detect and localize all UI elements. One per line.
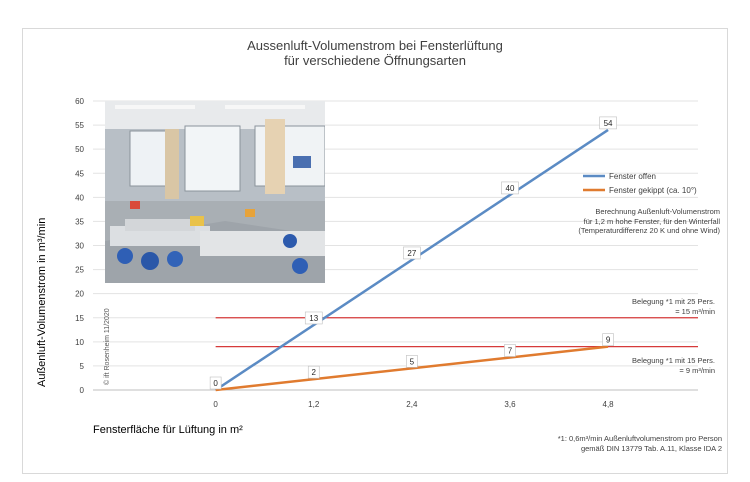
chart-border [22,28,728,474]
reference-label-line: Belegung *1 mit 25 Pers. [632,297,715,306]
copyright-note: © ift Rosenheim 11/2020 [104,308,111,385]
classroom-photo [105,101,325,283]
data-label-box [599,116,617,130]
data-label-box [307,365,320,379]
data-label-box [304,311,323,325]
y-tick-label: 0 [80,386,85,395]
y-tick-label: 60 [75,97,84,106]
data-label: 0 [213,379,218,388]
reference-label-15: Belegung *1 mit 15 Pers. = 9 m³/min [632,356,715,375]
y-tick-label: 35 [75,217,84,226]
chart-subtitle: für verschiedene Öffnungsarten [284,53,466,68]
y-tick-label: 25 [75,266,84,275]
data-label-box [209,376,222,390]
data-label: 27 [407,249,416,258]
y-tick-label: 5 [80,362,85,371]
x-tick-label: 3,6 [504,400,516,409]
data-label: 7 [508,346,513,355]
calculation-note-line: (Temperaturdifferenz 20 K und ohne Wind) [578,226,720,235]
y-tick-label: 20 [75,290,84,299]
reference-label-line: Belegung *1 mit 15 Pers. [632,356,715,365]
y-tick-label: 10 [75,338,84,347]
x-tick-label: 2,4 [406,400,418,409]
series-line [215,345,609,392]
reference-label-line: = 15 m³/min [675,306,715,316]
data-label: 9 [606,336,611,345]
x-tick-label: 4,8 [603,400,615,409]
y-tick-label: 30 [75,242,84,251]
chart-title: Aussenluft-Volumenstrom bei Fensterlüftu… [247,38,503,53]
x-tick-label: 0 [213,400,218,409]
x-axis-title: Fensterfläche für Lüftung in m² [93,424,243,436]
calculation-note-line: für 1,2 m hohe Fenster, für den Winterfa… [583,216,720,226]
series-line [214,128,609,392]
footnote-line: *1: 0,6m³/min Außenluftvolumenstrom pro … [557,434,722,443]
data-label: 13 [309,314,318,323]
reference-label-25: Belegung *1 mit 25 Pers. = 15 m³/min [632,297,715,316]
data-label-box [504,344,516,357]
y-tick-label: 45 [75,169,84,178]
data-label: 54 [604,119,613,128]
data-label-box [406,355,418,368]
data-label-box [602,333,614,346]
data-label-box [403,246,421,260]
data-label: 5 [410,357,415,366]
footnote-line: gemäß DIN 13779 Tab. A.11, Klasse IDA 2 [580,444,722,453]
calculation-note-line: Berechnung Außenluft-Volumenstrom [595,207,720,216]
y-axis-title: Außenluft-Volumenstrom in m³/min [36,217,48,387]
y-tick-label: 15 [75,314,84,323]
x-tick-label: 1,2 [308,400,320,409]
data-label: 40 [506,184,515,193]
y-tick-label: 55 [75,121,84,130]
legend-label: Fenster offen [609,172,656,181]
footnote: *1: 0,6m³/min Außenluftvolumenstrom pro … [462,434,722,454]
data-label: 2 [312,368,317,377]
calculation-note: Berechnung Außenluft-Volumenstrom für 1,… [578,207,720,236]
reference-label-line: = 9 m³/min [679,365,715,375]
y-tick-label: 40 [75,193,84,202]
data-label-box [501,181,519,195]
y-tick-label: 50 [75,145,84,154]
legend-label: Fenster gekippt (ca. 10°) [609,186,697,195]
